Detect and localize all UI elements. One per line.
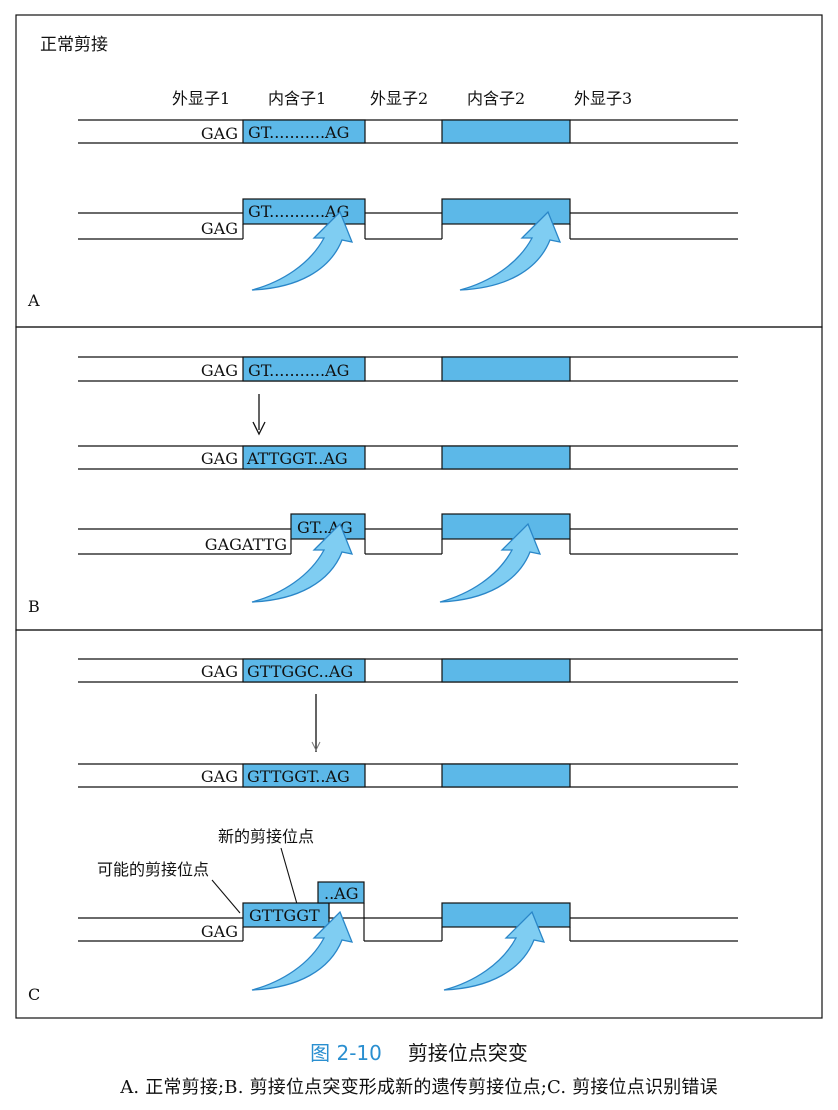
intron1-box (242, 763, 366, 788)
caption-title-text: 剪接位点突变 (407, 1041, 528, 1065)
intron1-box (242, 658, 366, 683)
panel-b: GAG GT...........AG GAG ATTGGT..AG (15, 326, 823, 631)
seq-left: GAG (201, 767, 238, 786)
panel-c-row3: GAG GTTGGT ..AG (78, 881, 738, 942)
seq-intron: GT...........AG (248, 361, 349, 380)
intron2-box (441, 445, 571, 470)
seq-left: GAG (201, 219, 238, 238)
panel-a-frame (15, 14, 823, 328)
panel-c-row1: GAG GTTGGC..AG (78, 658, 738, 683)
intron2-box (441, 763, 571, 788)
label-exon2: 外显子2 (370, 89, 428, 108)
seq-left: GAGATTG (205, 535, 287, 554)
seq-left: GAG (201, 662, 238, 681)
panel-c-frame (15, 629, 823, 1019)
caption-title: 图 2-10 剪接位点突变 (0, 1037, 838, 1066)
panel-b-row2: GAG ATTGGT..AG (78, 445, 738, 470)
seq-left: GAG (201, 922, 238, 941)
seq-intron: GTTGGC..AG (247, 662, 353, 681)
label-exon1: 外显子1 (172, 89, 230, 108)
panel-a-heading: 正常剪接 (40, 35, 108, 55)
mutation-arrow-icon (311, 694, 321, 752)
panel-c-row2: GAG GTTGGT..AG (78, 763, 738, 788)
leader-line (280, 847, 298, 905)
panel-b-letter: B (28, 597, 40, 616)
splicing-figure: 正常剪接 外显子1 内含子1 外显子2 内含子2 外显子3 GAG GT....… (15, 14, 823, 1019)
seq-intron: GTTGGT..AG (247, 767, 350, 786)
label-intron2: 内含子2 (467, 89, 525, 108)
intron2-box (441, 356, 571, 382)
panel-a-row1: GAG GT...........AG (78, 119, 738, 144)
intron2-box (441, 902, 571, 928)
caption-subtitle: A. 正常剪接;B. 剪接位点突变形成新的遗传剪接位点;C. 剪接位点识别错误 (120, 1077, 718, 1098)
panel-b-row3: GAGATTG GT..AG (78, 513, 738, 555)
seq-intron: GTTGGT (249, 906, 320, 925)
intron2-box (441, 513, 571, 540)
panel-c: GAG GTTGGC..AG GAG GTTGGT..AG 新的剪接位点 可能的… (15, 629, 823, 1019)
leader-line (211, 879, 241, 914)
seq-left: GAG (201, 361, 238, 380)
seq-intron-raised: ..AG (324, 884, 359, 903)
panel-b-frame (15, 326, 823, 631)
caption-number: 图 2-10 (310, 1041, 382, 1065)
panel-a: 正常剪接 外显子1 内含子1 外显子2 内含子2 外显子3 GAG GT....… (15, 14, 823, 328)
intron1-box (242, 445, 366, 470)
intron1-raised-box (317, 881, 365, 904)
label-new-splice-site: 新的剪接位点 (218, 827, 314, 846)
intron1-box (242, 198, 366, 225)
seq-intron: GT...........AG (248, 123, 349, 142)
seq-left: GAG (201, 449, 238, 468)
seq-intron: ATTGGT..AG (246, 449, 348, 468)
mutation-arrow-icon (252, 394, 266, 436)
panel-a-row2: GAG GT...........AG (78, 198, 738, 240)
intron1-box (242, 119, 366, 144)
label-intron1: 内含子1 (268, 89, 326, 108)
panel-c-letter: C (28, 985, 40, 1004)
intron2-box (441, 119, 571, 144)
seq-intron: GT...........AG (248, 202, 349, 221)
intron2-box (441, 658, 571, 683)
intron1-box (290, 513, 366, 540)
seq-left: GAG (201, 124, 238, 143)
panel-a-letter: A (27, 291, 40, 310)
intron1-box (242, 356, 366, 382)
panel-b-row1: GAG GT...........AG (78, 356, 738, 382)
label-exon3: 外显子3 (574, 89, 632, 108)
label-possible-splice-site: 可能的剪接位点 (97, 860, 209, 879)
